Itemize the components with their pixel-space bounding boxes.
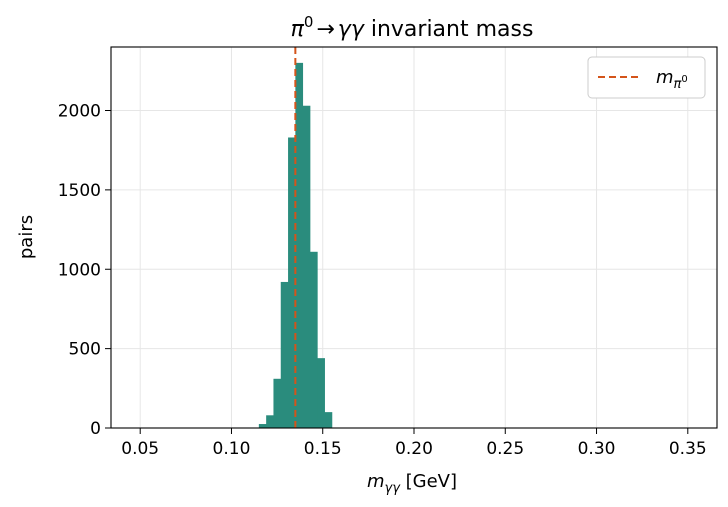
y-tick-label: 500 <box>69 340 101 360</box>
x-tick-label: 0.20 <box>395 439 433 459</box>
histogram-bar <box>302 105 311 429</box>
x-tick-label: 0.15 <box>304 439 342 459</box>
legend-label-subscript: π <box>674 77 682 92</box>
histogram-bar <box>273 378 282 428</box>
histogram-bar <box>258 424 267 428</box>
title-particle: π <box>291 17 305 42</box>
title-arrow: → <box>316 17 334 42</box>
y-tick-label: 0 <box>90 419 101 439</box>
grid <box>111 47 717 429</box>
x-tick-label: 0.35 <box>669 439 707 459</box>
legend-label-symbol: m <box>656 67 674 88</box>
x-tick-label: 0.05 <box>121 439 159 459</box>
title-text: invariant mass <box>364 17 534 42</box>
legend: mπ0 <box>587 56 706 99</box>
histogram-bar <box>317 358 325 428</box>
histogram-bars <box>258 62 333 429</box>
legend-label: mπ0 <box>656 67 688 92</box>
legend-box <box>587 56 706 99</box>
y-tick-label: 1500 <box>58 181 101 201</box>
x-axis-ticks: 0.05 0.10 0.15 0.20 0.25 0.30 0.35 <box>121 428 707 459</box>
x-tick-label: 0.25 <box>486 439 524 459</box>
title-products: γγ <box>338 17 365 42</box>
y-tick-label: 2000 <box>58 102 101 122</box>
histogram-bar <box>288 137 296 429</box>
x-axis-label-symbol: m <box>367 471 385 492</box>
x-axis-label-subscript: γγ <box>385 481 402 496</box>
chart-title: π0 → γγ invariant mass <box>291 13 534 42</box>
y-axis-ticks: 0 500 1000 1500 2000 <box>58 102 111 439</box>
x-tick-label: 0.10 <box>213 439 251 459</box>
histogram-bar <box>324 412 333 428</box>
y-axis-label: pairs <box>16 215 37 259</box>
y-tick-label: 1000 <box>58 260 101 280</box>
histogram-bar <box>280 281 289 428</box>
x-axis-label: mγγ [GeV] <box>367 471 457 496</box>
legend-label-subscript-sup: 0 <box>681 74 687 85</box>
histogram-bar <box>266 415 274 428</box>
title-particle-sup: 0 <box>304 13 314 31</box>
histogram-bar <box>309 251 318 428</box>
x-axis-label-unit: [GeV] <box>400 471 457 492</box>
x-tick-label: 0.30 <box>578 439 616 459</box>
histogram-bar <box>295 62 304 428</box>
